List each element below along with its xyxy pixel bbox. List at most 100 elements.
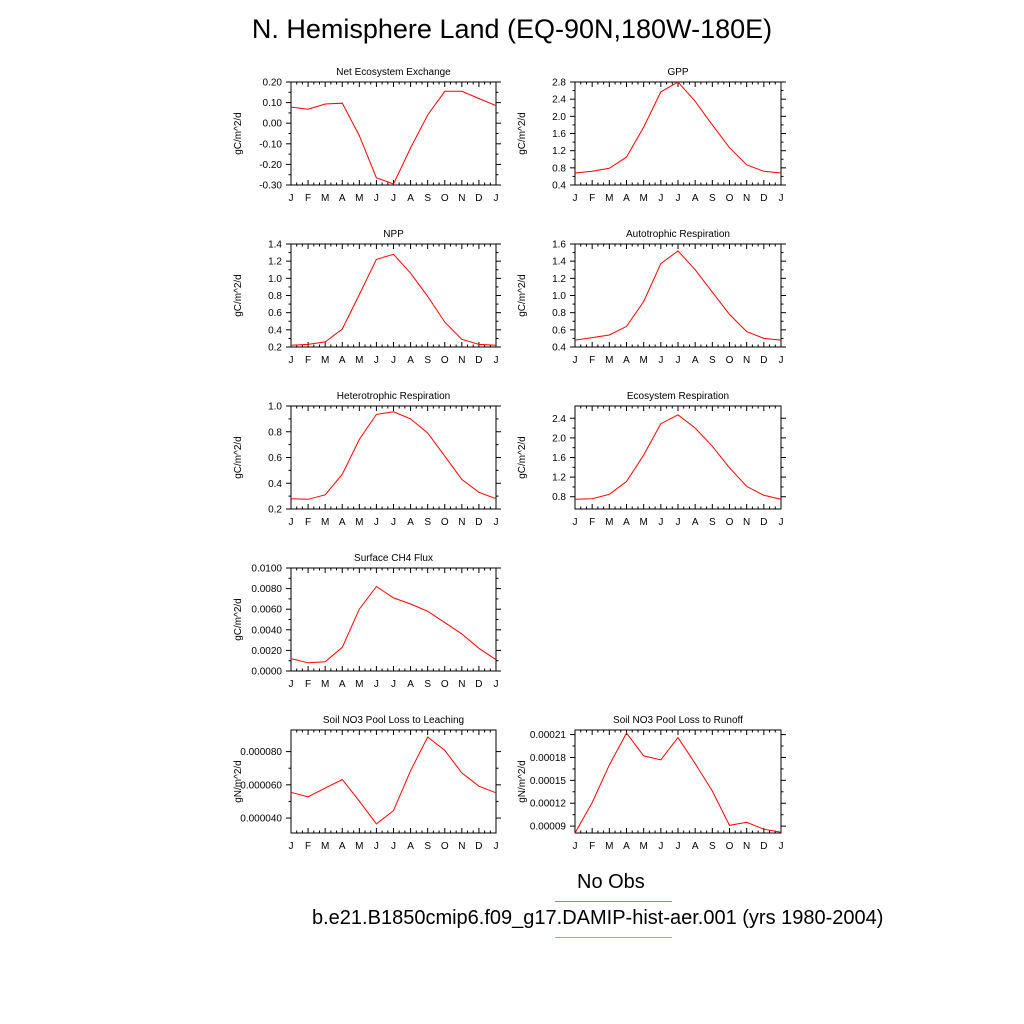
x-tick-label: O bbox=[441, 841, 449, 852]
x-tick-label: O bbox=[441, 355, 449, 366]
x-tick-label: A bbox=[692, 193, 699, 204]
y-tick-label: 0.000080 bbox=[240, 747, 282, 758]
x-tick-label: M bbox=[355, 355, 363, 366]
x-tick-label: F bbox=[305, 193, 311, 204]
y-tick-label: 0.8 bbox=[552, 308, 566, 319]
legend-obs-label: No Obs bbox=[577, 871, 645, 893]
y-axis-label: gC/m^2/d bbox=[233, 436, 244, 479]
x-tick-label: J bbox=[573, 355, 578, 366]
y-tick-label: 1.2 bbox=[552, 473, 566, 484]
x-tick-label: J bbox=[289, 355, 294, 366]
x-tick-label: S bbox=[424, 841, 431, 852]
y-tick-label: 0.4 bbox=[552, 181, 566, 192]
x-tick-label: S bbox=[424, 679, 431, 690]
y-tick-label: 1.6 bbox=[552, 240, 566, 251]
x-tick-label: J bbox=[391, 517, 396, 528]
y-tick-label: 0.00021 bbox=[530, 730, 567, 741]
x-tick-label: A bbox=[407, 517, 414, 528]
x-tick-label: D bbox=[475, 517, 482, 528]
x-tick-label: D bbox=[475, 841, 482, 852]
x-tick-label: A bbox=[623, 841, 630, 852]
x-tick-label: S bbox=[709, 193, 716, 204]
y-tick-label: 0.0020 bbox=[251, 646, 282, 657]
x-tick-label: M bbox=[355, 193, 363, 204]
x-tick-label: O bbox=[726, 841, 734, 852]
x-tick-label: M bbox=[639, 517, 647, 528]
plot-frame bbox=[574, 405, 782, 510]
x-tick-label: J bbox=[494, 679, 499, 690]
x-tick-label: J bbox=[494, 517, 499, 528]
x-tick-label: D bbox=[760, 841, 767, 852]
y-tick-label: 1.4 bbox=[268, 240, 282, 251]
y-tick-label: 2.4 bbox=[552, 95, 566, 106]
x-tick-label: M bbox=[321, 679, 329, 690]
y-tick-label: 0.8 bbox=[268, 291, 282, 302]
y-tick-label: 0.20 bbox=[263, 78, 283, 89]
x-tick-label: J bbox=[658, 517, 663, 528]
y-tick-label: 0.6 bbox=[268, 453, 282, 464]
x-tick-label: D bbox=[760, 355, 767, 366]
x-tick-label: F bbox=[589, 355, 595, 366]
x-tick-label: J bbox=[779, 193, 784, 204]
plot-frame bbox=[290, 729, 497, 834]
y-tick-label: 0.4 bbox=[552, 343, 566, 354]
x-tick-label: J bbox=[573, 841, 578, 852]
y-tick-label: 2.0 bbox=[552, 433, 566, 444]
y-axis-label: gN/m^2/d bbox=[233, 760, 244, 803]
x-tick-label: M bbox=[605, 193, 613, 204]
x-tick-label: J bbox=[573, 517, 578, 528]
y-tick-label: 0.4 bbox=[268, 325, 282, 336]
page-title: N. Hemisphere Land (EQ-90N,180W-180E) bbox=[251, 14, 773, 44]
x-tick-label: J bbox=[374, 517, 379, 528]
plot-frame bbox=[290, 567, 497, 672]
series-line bbox=[574, 732, 782, 834]
x-tick-label: M bbox=[605, 355, 613, 366]
y-tick-label: 0.0100 bbox=[251, 564, 282, 575]
x-tick-label: A bbox=[339, 517, 346, 528]
x-tick-label: F bbox=[305, 355, 311, 366]
x-tick-label: A bbox=[692, 517, 699, 528]
x-tick-label: J bbox=[494, 193, 499, 204]
x-tick-label: F bbox=[589, 517, 595, 528]
x-tick-label: F bbox=[305, 517, 311, 528]
panel-title: GPP bbox=[667, 67, 688, 78]
panel-title: NPP bbox=[383, 229, 404, 240]
x-tick-label: J bbox=[289, 193, 294, 204]
y-tick-label: 1.0 bbox=[268, 274, 282, 285]
x-tick-label: O bbox=[441, 193, 449, 204]
x-tick-label: M bbox=[355, 841, 363, 852]
x-tick-label: J bbox=[779, 841, 784, 852]
x-tick-label: M bbox=[639, 193, 647, 204]
panel-title: Surface CH4 Flux bbox=[354, 553, 433, 564]
x-tick-label: S bbox=[709, 355, 716, 366]
x-tick-label: M bbox=[321, 355, 329, 366]
y-axis-label: gC/m^2/d bbox=[517, 436, 528, 479]
x-tick-label: N bbox=[743, 841, 750, 852]
x-tick-label: M bbox=[321, 517, 329, 528]
y-axis-label: gC/m^2/d bbox=[233, 274, 244, 317]
x-tick-label: A bbox=[339, 193, 346, 204]
y-tick-label: 1.2 bbox=[552, 146, 566, 157]
x-tick-label: A bbox=[623, 517, 630, 528]
x-tick-label: J bbox=[289, 841, 294, 852]
x-tick-label: D bbox=[760, 193, 767, 204]
x-tick-label: A bbox=[339, 841, 346, 852]
x-tick-label: M bbox=[355, 517, 363, 528]
x-tick-label: N bbox=[458, 193, 465, 204]
x-tick-label: J bbox=[658, 193, 663, 204]
y-tick-label: 0.0000 bbox=[251, 667, 282, 678]
series-line bbox=[290, 253, 497, 346]
x-tick-label: M bbox=[321, 841, 329, 852]
y-tick-label: 0.00012 bbox=[530, 799, 567, 810]
panel-title: Net Ecosystem Exchange bbox=[336, 67, 451, 78]
x-tick-label: M bbox=[639, 841, 647, 852]
y-tick-label: -0.30 bbox=[259, 181, 282, 192]
y-axis-label: gN/m^2/d bbox=[517, 760, 528, 803]
y-tick-label: 0.8 bbox=[268, 427, 282, 438]
y-axis-label: gC/m^2/d bbox=[517, 112, 528, 155]
x-tick-label: O bbox=[726, 517, 734, 528]
y-tick-label: 0.0040 bbox=[251, 625, 282, 636]
x-tick-label: A bbox=[692, 841, 699, 852]
series-line bbox=[290, 90, 497, 185]
